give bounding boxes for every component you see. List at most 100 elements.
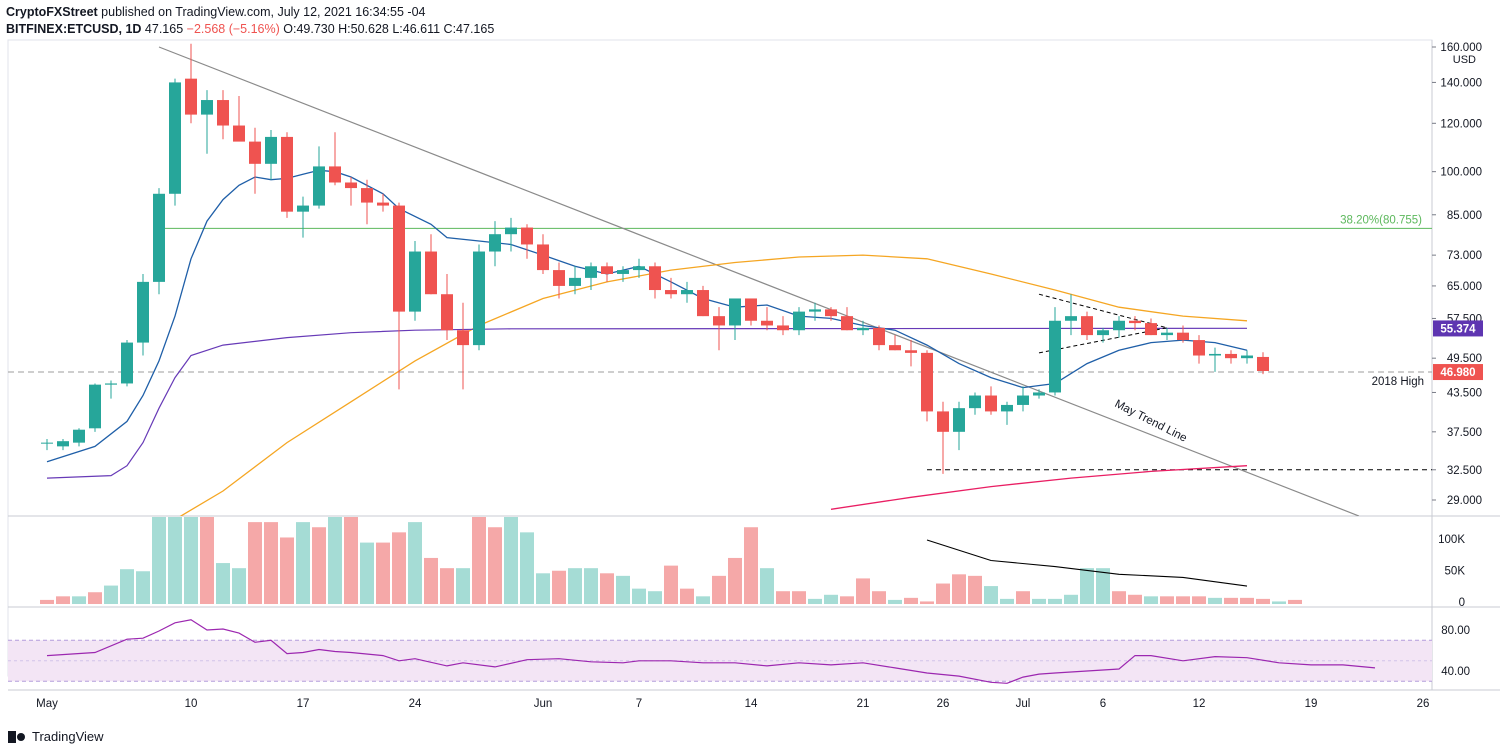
candle-up <box>473 251 485 346</box>
candle-down <box>217 100 229 126</box>
candle-up <box>489 234 501 252</box>
candle-up <box>41 442 53 444</box>
candle-down <box>1193 340 1205 356</box>
volume-bar <box>584 568 598 604</box>
last-price-badge-bg <box>1433 364 1483 381</box>
volume-bar <box>1160 596 1174 604</box>
candle-down <box>345 182 357 189</box>
candle-up <box>857 327 869 331</box>
candle-down <box>697 290 709 317</box>
time-tick-label: 12 <box>1193 698 1206 710</box>
candle-down <box>1145 323 1157 336</box>
volume-bar <box>728 557 742 604</box>
symbol-label[interactable]: BITFINEX:ETCUSD, 1D <box>6 22 142 36</box>
candle-down <box>985 395 997 412</box>
time-tick-label: 7 <box>636 698 642 710</box>
candle-up <box>313 166 325 206</box>
candle-up <box>729 298 741 326</box>
publisher-name[interactable]: CryptoFXStreet <box>6 5 98 19</box>
vwap-badge-bg <box>1433 320 1483 337</box>
volume-bar <box>1000 598 1014 604</box>
volume-bar <box>200 517 214 604</box>
tradingview-logo-icon <box>8 730 26 743</box>
volume-bar <box>744 527 758 604</box>
rsi-tick-label: 40.00 <box>1441 666 1470 678</box>
candle-down <box>233 125 245 142</box>
volume-bar <box>88 592 102 604</box>
volume-bar <box>632 588 646 604</box>
volume-bar <box>184 517 198 604</box>
candle-down <box>185 78 197 115</box>
candle-up <box>953 408 965 432</box>
volume-bar <box>1176 596 1190 604</box>
footer-brand[interactable]: TradingView <box>32 729 104 744</box>
candle-down <box>873 327 885 346</box>
volume-bar <box>360 542 374 604</box>
candle-up <box>633 266 645 271</box>
candle-down <box>1129 320 1141 324</box>
candle-down <box>329 166 341 183</box>
price-pane <box>8 43 1432 516</box>
volume-bar <box>888 599 902 604</box>
vwap-line <box>46 327 1248 479</box>
volume-tick-label: 50K <box>1445 566 1466 578</box>
candle-down <box>1177 332 1189 341</box>
volume-ma-line <box>926 539 1248 587</box>
candle-up <box>297 205 309 212</box>
price-tick-label: 65.000 <box>1447 281 1482 293</box>
time-tick-label: 24 <box>409 698 422 710</box>
volume-tick-label: 100K <box>1438 534 1465 546</box>
candle-up <box>153 193 165 282</box>
time-tick-label: 26 <box>1417 698 1430 710</box>
volume-tick-label: 0 <box>1459 597 1465 609</box>
volume-bar <box>136 571 150 604</box>
volume-bar <box>568 568 582 604</box>
candle-down <box>1225 353 1237 359</box>
volume-bar <box>344 517 358 604</box>
volume-bar <box>808 598 822 604</box>
volume-bar <box>616 575 630 604</box>
candle-down <box>537 244 549 271</box>
volume-bar <box>1080 568 1094 604</box>
candle-down <box>393 205 405 312</box>
sma200-line <box>830 465 1248 510</box>
price-tick-label: 29.000 <box>1447 495 1482 507</box>
volume-bar <box>56 596 70 604</box>
volume-bar <box>168 517 182 604</box>
volume-bar <box>216 563 230 604</box>
volume-bar <box>1048 598 1062 604</box>
volume-bar <box>1144 596 1158 604</box>
vwap-badge: 55.374 <box>1440 323 1476 335</box>
symbol-info: BITFINEX:ETCUSD, 1D 47.165 −2.568 (−5.16… <box>6 22 494 36</box>
volume-bar <box>920 601 934 604</box>
time-tick-label: 10 <box>185 698 198 710</box>
volume-bar <box>40 599 54 604</box>
candle-up <box>1049 320 1061 393</box>
volume-bar <box>792 591 806 604</box>
candle-up <box>105 383 117 385</box>
volume-bar <box>264 522 278 604</box>
volume-bar <box>232 568 246 604</box>
volume-bar <box>1128 594 1142 604</box>
volume-bar <box>440 568 454 604</box>
high-2018-label: 2018 High <box>1372 376 1424 388</box>
candle-down <box>713 316 725 326</box>
time-tick-label: 26 <box>937 698 950 710</box>
currency-label: USD <box>1453 54 1476 66</box>
volume-bar <box>280 537 294 604</box>
volume-bar <box>984 586 998 604</box>
candle-up <box>1161 332 1173 336</box>
volume-bar <box>840 596 854 604</box>
candle-up <box>1113 320 1125 331</box>
volume-bar <box>120 569 134 604</box>
candle-down <box>889 345 901 351</box>
candle-up <box>569 277 581 286</box>
price-tick-label: 32.500 <box>1447 465 1482 477</box>
volume-bar <box>680 588 694 604</box>
volume-bar <box>856 578 870 604</box>
rsi-tick-label: 80.00 <box>1441 625 1470 637</box>
candle-up <box>1033 392 1045 396</box>
candle-up <box>1065 316 1077 321</box>
time-tick-label: 21 <box>857 698 870 710</box>
